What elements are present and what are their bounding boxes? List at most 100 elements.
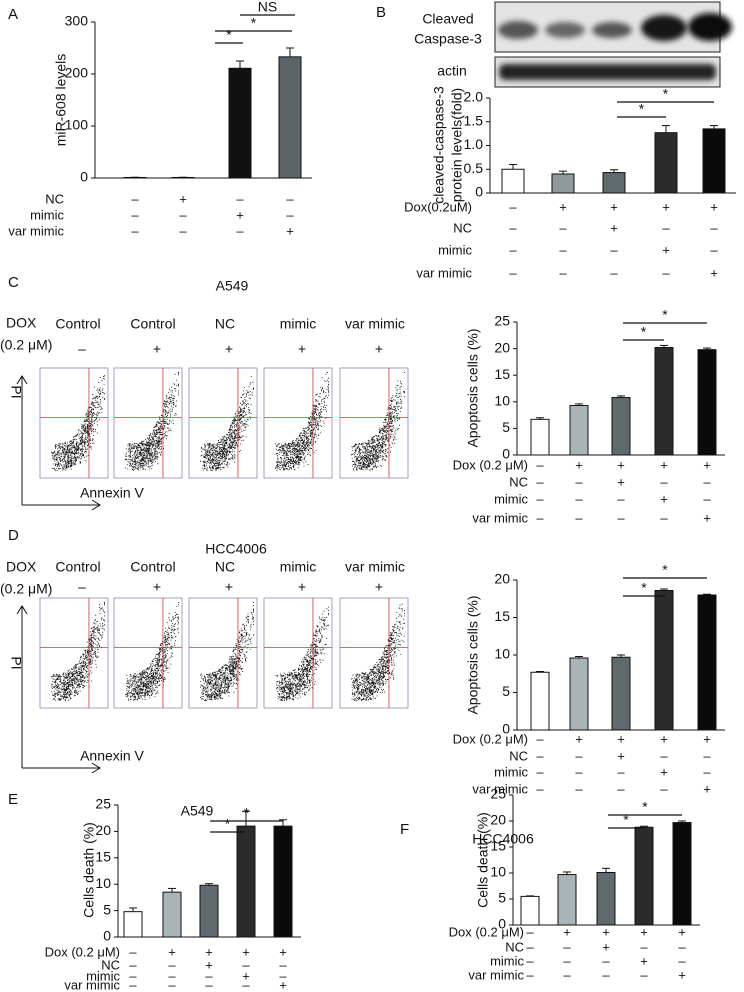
condition-sign: – [617, 781, 625, 796]
condition-sign: – [509, 220, 517, 235]
bar [611, 656, 631, 731]
condition-sign: – [660, 510, 668, 525]
condition-sign: + [703, 510, 711, 525]
condition-sign: + [660, 764, 668, 779]
condition-sign: – [131, 191, 139, 206]
condition-sign: + [602, 924, 610, 939]
bar [654, 132, 678, 194]
condition-sign: – [286, 191, 294, 206]
condition-sign: – [509, 242, 517, 257]
condition-sign: – [660, 781, 668, 796]
condition-sign: + [279, 977, 287, 992]
condition-sign: – [526, 953, 534, 968]
condition-sign: – [536, 764, 544, 779]
y-tick-label: 10 [490, 864, 506, 880]
condition-sign: + [610, 199, 618, 214]
condition-sign: – [536, 457, 544, 472]
bar [520, 895, 540, 926]
panel-title: A549 [216, 278, 249, 294]
panel-letter: B [376, 4, 386, 21]
y-tick-label: 10 [494, 393, 510, 409]
significance-label: * [225, 816, 231, 832]
flow-column-label: NC [215, 316, 235, 332]
condition-sign: – [575, 781, 583, 796]
condition-label: Dox (0.2 μM) [453, 457, 528, 472]
condition-sign: – [509, 265, 517, 280]
condition-sign: + [703, 781, 711, 796]
flow-dots [350, 372, 405, 471]
significance-label: * [226, 27, 232, 43]
flow-column-label: var mimic [345, 559, 405, 575]
condition-label: Dox(0.2uM) [404, 199, 472, 214]
condition-sign: + [640, 924, 648, 939]
condition-sign: – [602, 953, 610, 968]
condition-sign: – [179, 207, 187, 222]
y-tick-label: 300 [65, 13, 89, 29]
condition-sign: – [236, 223, 244, 238]
flow-y-axis-label: PI [8, 385, 24, 398]
significance-label: * [642, 799, 648, 815]
significance-label: * [251, 15, 257, 31]
condition-sign: – [536, 510, 544, 525]
condition-sign: + [662, 242, 670, 257]
bar [697, 594, 717, 731]
y-axis-label: miR-608 levels [53, 54, 69, 147]
condition-sign: – [662, 220, 670, 235]
flow-dots [51, 375, 105, 471]
condition-sign: – [660, 748, 668, 763]
flow-plot-frame [339, 597, 409, 709]
condition-sign: + [610, 220, 618, 235]
blot-label: Caspase-3 [414, 31, 482, 47]
condition-sign: – [602, 967, 610, 982]
flow-plot-frame [113, 597, 183, 709]
condition-sign: – [536, 491, 544, 506]
condition-sign: – [286, 207, 294, 222]
bar [551, 173, 575, 194]
condition-sign: – [131, 207, 139, 222]
flow-x-axis-label: Annexin V [80, 748, 144, 764]
flow-column-label: var mimic [345, 316, 405, 332]
condition-sign: – [536, 731, 544, 746]
y-axis-label: cleaved-caspase-3 [431, 86, 447, 204]
condition-sign: + [179, 191, 187, 206]
blot-band [641, 15, 687, 41]
y-tick-label: 5 [498, 890, 506, 906]
y-tick-label: 5 [502, 419, 510, 435]
bar [697, 349, 717, 456]
flow-x-axis-label: Annexin V [80, 485, 144, 501]
flow-dots [275, 606, 329, 701]
condition-sign: – [563, 967, 571, 982]
condition-sign: – [703, 474, 711, 489]
flow-column-label: Control [130, 316, 175, 332]
panel-letter: A [8, 6, 18, 23]
condition-sign: + [242, 968, 250, 983]
flow-column-label: Control [130, 559, 175, 575]
y-tick-label: 0 [498, 916, 506, 932]
significance-label: * [639, 101, 645, 117]
condition-label: mimic [438, 242, 472, 257]
condition-sign: + [662, 199, 670, 214]
condition-sign: – [168, 968, 176, 983]
y-tick-label: 20 [95, 822, 111, 838]
panel-letter: F [400, 821, 409, 838]
condition-sign: + [205, 944, 213, 959]
condition-label: Dox (0.2 μM) [45, 944, 120, 959]
flow-plot-frame [339, 367, 409, 479]
blot-band [688, 13, 732, 41]
flow-column-sign: + [153, 579, 161, 595]
flow-column-sign: + [375, 579, 383, 595]
panel-title: HCC4006 [205, 541, 267, 557]
condition-sign: + [703, 457, 711, 472]
condition-sign: – [279, 968, 287, 983]
condition-sign: – [703, 491, 711, 506]
condition-sign: + [205, 957, 213, 972]
condition-sign: – [617, 491, 625, 506]
condition-label: var mimic [468, 967, 524, 982]
condition-label: NC [505, 939, 524, 954]
bar [123, 911, 143, 938]
y-axis-label: Cells death (%) [475, 812, 491, 908]
bar [557, 874, 577, 926]
condition-label: mimic [86, 968, 120, 983]
condition-sign: – [559, 242, 567, 257]
bar [530, 671, 550, 731]
